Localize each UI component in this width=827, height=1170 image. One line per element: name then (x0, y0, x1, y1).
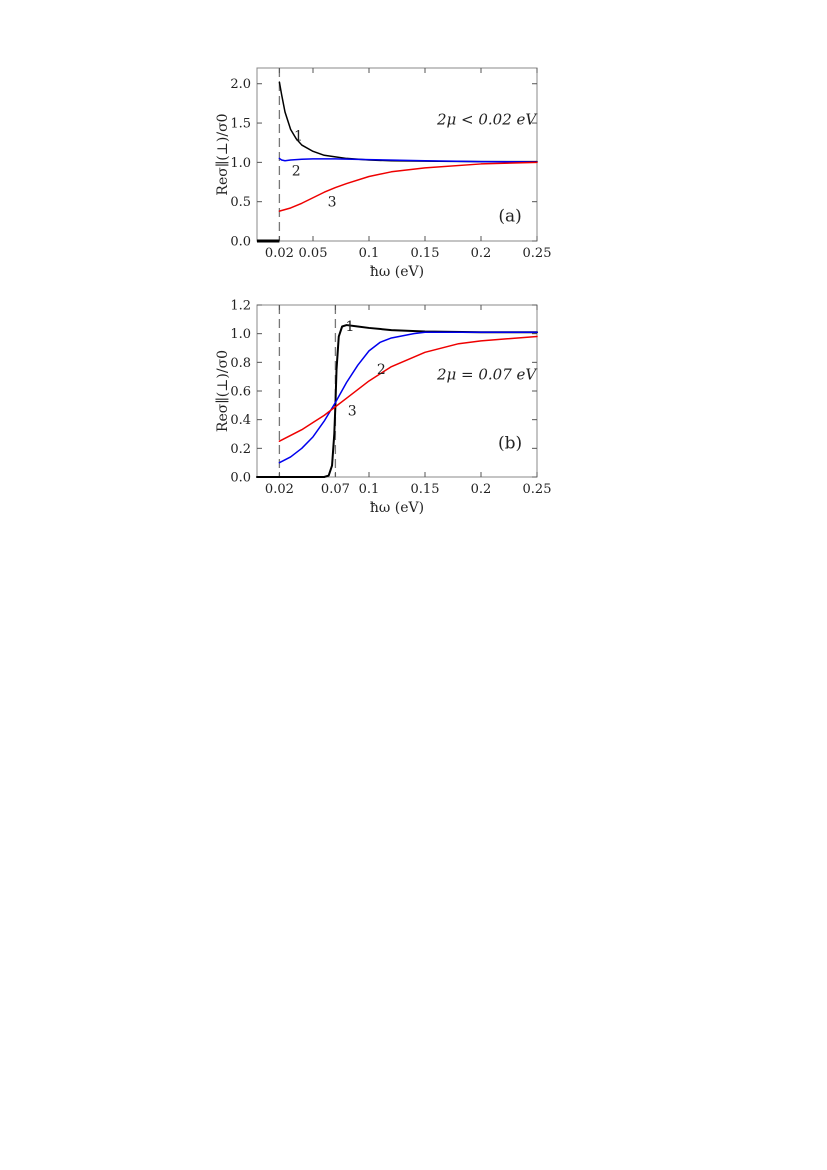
x-tick-label: 0.02 (265, 482, 294, 497)
y-axis-title: Reσ∥(⊥)/σ0 (215, 113, 231, 195)
x-axis-title: ħω (eV) (370, 500, 424, 516)
x-tick-label: 0.2 (471, 246, 492, 261)
plot-frame (256, 67, 538, 242)
x-tick-label: 0.15 (411, 482, 440, 497)
y-axis-title: Reσ∥(⊥)/σ0 (215, 350, 231, 432)
y-tick-label: 0.8 (230, 356, 251, 371)
x-tick-label: 0.07 (321, 482, 350, 497)
y-tick-label: 1.0 (230, 327, 251, 342)
series-line-1 (256, 324, 538, 478)
chart-panel-a: 0.02 0.05 0.1 0.15 0.2 0.25 0.0 0.5 1.0 1.5 2.0 ħω … (215, 67, 552, 280)
y-tick-label: 1.0 (230, 156, 251, 171)
panel-label: (b) (498, 433, 522, 453)
y-tick-label: 0.0 (230, 471, 251, 486)
curve-label-1: 1 (294, 128, 303, 144)
curve-label-2: 2 (377, 362, 386, 378)
y-tick-label: 0.6 (230, 385, 251, 400)
x-tick-label: 0.1 (359, 246, 380, 261)
series-line-3 (278, 335, 538, 442)
curve-label-3: 3 (348, 403, 357, 419)
curve-label-1: 1 (345, 319, 354, 335)
series-line-2 (278, 157, 538, 163)
curve-label-3: 3 (328, 194, 337, 210)
x-tick-label: 0.05 (299, 246, 328, 261)
y-tick-label: 0.2 (230, 442, 251, 457)
x-tick-label: 0.15 (411, 246, 440, 261)
parameter-annotation: 2μ < 0.02 eV (436, 111, 538, 129)
y-tick-label: 1.5 (230, 117, 251, 132)
x-tick-label: 0.25 (523, 246, 552, 261)
x-tick-label: 0.2 (471, 482, 492, 497)
y-tick-label: 0.0 (230, 235, 251, 250)
parameter-annotation: 2μ = 0.07 eV (436, 366, 538, 384)
x-tick-label: 0.25 (523, 482, 552, 497)
panel-label: (a) (498, 206, 521, 226)
x-tick-label: 0.02 (265, 246, 294, 261)
x-axis-title: ħω (eV) (370, 264, 424, 280)
y-tick-label: 1.2 (230, 299, 251, 314)
y-tick-label: 0.4 (230, 413, 251, 428)
y-tick-label: 2.0 (230, 77, 251, 92)
curve-label-2: 2 (292, 164, 301, 180)
chart-panel-b: 0.02 0.07 0.1 0.15 0.2 0.25 0.0 0.2 0.4 0.6 0.8 1.0… (215, 299, 551, 517)
series-line-3 (278, 161, 538, 212)
x-tick-label: 0.1 (359, 482, 380, 497)
series-line-2 (278, 331, 538, 464)
y-tick-label: 0.5 (230, 195, 251, 210)
